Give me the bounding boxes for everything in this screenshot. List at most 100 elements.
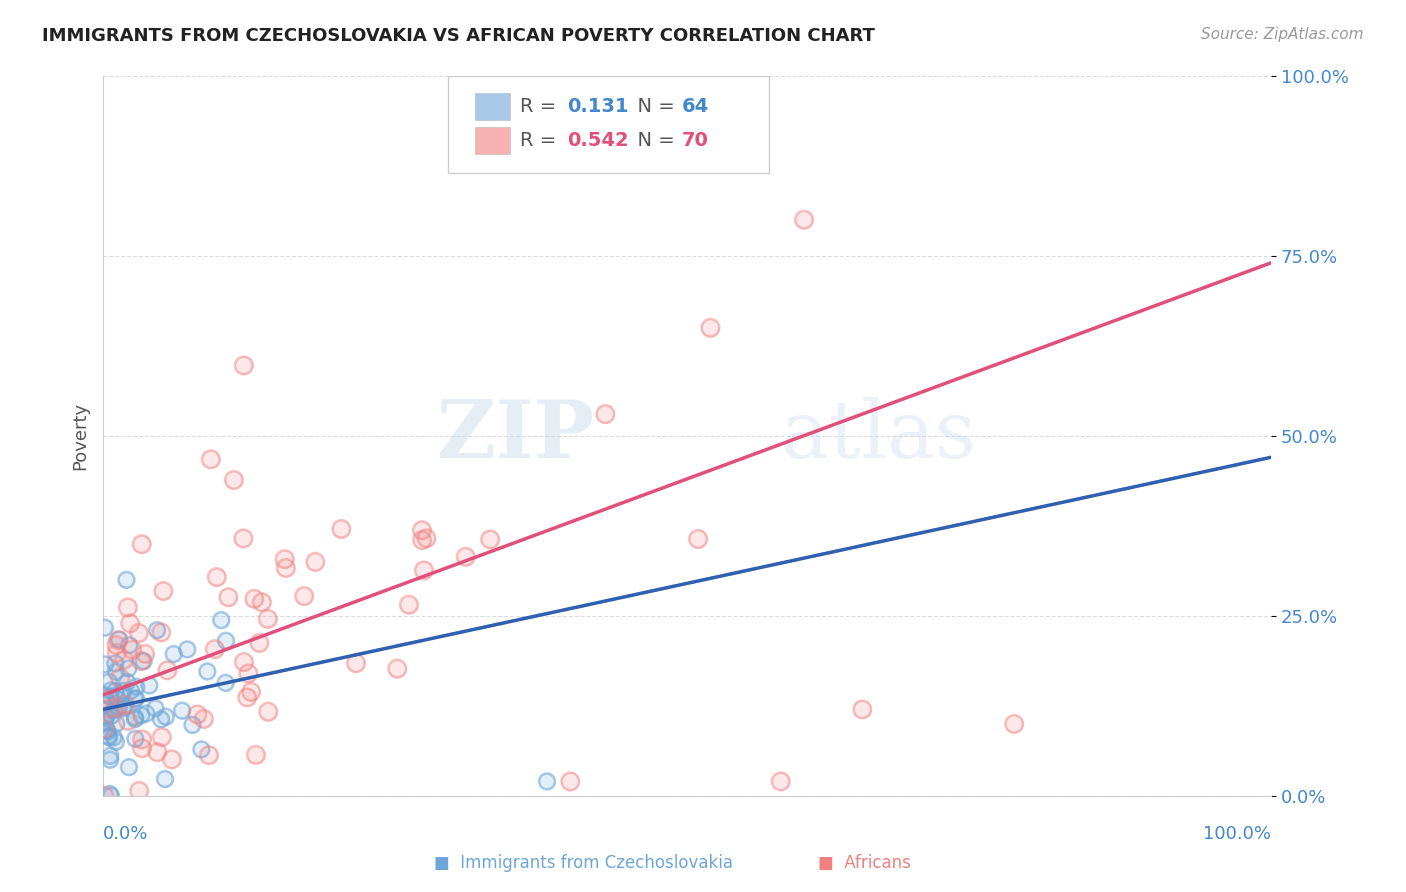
Point [93, 698, 115, 712]
Point [155, 709, 177, 723]
Point [256, 612, 278, 626]
Point [100, 708, 122, 723]
Point [114, 698, 136, 712]
Point [160, 752, 183, 766]
Point [98, 674, 121, 689]
Point [94, 711, 117, 725]
Point [156, 663, 179, 677]
Point [245, 747, 267, 762]
Point [100, 789, 122, 803]
Point [217, 591, 239, 605]
Point [209, 613, 232, 627]
Point [170, 704, 193, 718]
Point [105, 638, 128, 652]
Point [411, 533, 433, 547]
Point [104, 700, 127, 714]
Point [536, 774, 558, 789]
Point [117, 714, 139, 728]
Point [232, 532, 254, 546]
Point [304, 555, 326, 569]
FancyBboxPatch shape [475, 93, 509, 120]
Point [117, 661, 139, 675]
Point [112, 652, 135, 666]
FancyBboxPatch shape [447, 76, 769, 173]
Point [249, 636, 271, 650]
Point [98, 753, 121, 767]
Point [107, 633, 129, 648]
Point [94, 657, 117, 672]
Point [238, 666, 260, 681]
Point [98, 787, 121, 801]
Point [686, 532, 709, 546]
Point [129, 654, 152, 668]
Point [94, 714, 117, 729]
Text: R =: R = [520, 131, 562, 150]
Point [150, 730, 173, 744]
Point [93, 688, 115, 702]
Point [217, 591, 239, 605]
Point [153, 772, 176, 786]
Point [851, 702, 873, 716]
Point [153, 772, 176, 786]
Point [152, 583, 174, 598]
Point [114, 699, 136, 714]
Point [256, 612, 278, 626]
Point [112, 683, 135, 698]
Point [162, 647, 184, 661]
Point [186, 707, 208, 722]
Point [257, 705, 280, 719]
Point [200, 452, 222, 467]
Point [98, 748, 121, 763]
Point [118, 760, 141, 774]
Point [190, 742, 212, 756]
Point [131, 741, 153, 756]
Point [274, 561, 297, 575]
Point [411, 523, 433, 537]
Point [243, 591, 266, 606]
Point [152, 583, 174, 598]
Point [117, 714, 139, 728]
Point [412, 563, 434, 577]
Point [94, 692, 117, 706]
Text: 64: 64 [682, 97, 709, 116]
Point [170, 704, 193, 718]
Point [215, 633, 238, 648]
Point [273, 552, 295, 566]
Point [214, 675, 236, 690]
Point [98, 690, 121, 704]
Text: R =: R = [520, 97, 562, 116]
Point [115, 675, 138, 690]
Text: ■  Africans: ■ Africans [818, 855, 911, 872]
Point [125, 691, 148, 706]
Point [232, 655, 254, 669]
Point [112, 683, 135, 698]
Point [105, 692, 128, 706]
Point [155, 709, 177, 723]
Point [98, 748, 121, 763]
Point [110, 688, 132, 702]
Point [108, 632, 131, 647]
Point [222, 473, 245, 487]
Point [118, 616, 141, 631]
Point [236, 690, 259, 705]
Point [128, 784, 150, 798]
Point [699, 320, 721, 334]
Point [97, 702, 120, 716]
Point [98, 731, 121, 745]
Point [536, 774, 558, 789]
Point [115, 675, 138, 690]
Point [769, 774, 792, 789]
Point [304, 555, 326, 569]
Point [200, 452, 222, 467]
Point [98, 731, 121, 745]
Point [479, 533, 502, 547]
Point [118, 638, 141, 652]
Point [94, 621, 117, 635]
Point [132, 654, 155, 668]
Point [97, 702, 120, 716]
Point [115, 573, 138, 587]
Point [198, 748, 221, 763]
Point [198, 748, 221, 763]
Point [94, 621, 117, 635]
Point [387, 661, 409, 675]
